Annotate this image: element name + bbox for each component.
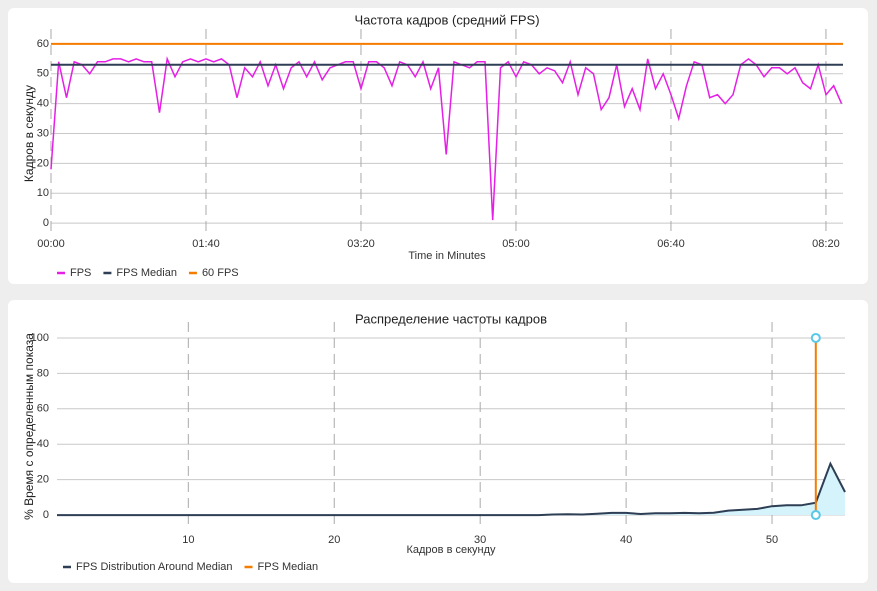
y-tick-label: 60 <box>37 403 49 415</box>
chart-title: Частота кадров (средний FPS) <box>354 12 539 27</box>
x-tick-label: 50 <box>766 534 778 546</box>
x-tick-label: 01:40 <box>192 238 220 250</box>
y-tick-label: 100 <box>31 332 49 344</box>
y-axis-label: Кадров в секунду <box>22 85 36 182</box>
y-tick-label: 30 <box>37 127 49 139</box>
chart-title: Распределение частоты кадров <box>355 311 547 326</box>
y-tick-label: 0 <box>43 509 49 521</box>
area <box>57 463 845 516</box>
card <box>8 300 868 583</box>
y-tick-label: 10 <box>37 187 49 199</box>
legend-label: FPS Median <box>116 267 177 279</box>
y-tick-label: 50 <box>37 68 49 80</box>
point-marker <box>810 510 821 521</box>
legend-label: FPS Median <box>258 561 319 573</box>
y-tick-label: 40 <box>37 438 49 450</box>
y-tick-label: 20 <box>37 474 49 486</box>
y-axis-label: % Время с определенным показа <box>22 333 36 520</box>
x-tick-label: 03:20 <box>347 238 375 250</box>
x-tick-label: 10 <box>182 534 194 546</box>
point-marker <box>810 332 821 343</box>
x-tick-label: 40 <box>620 534 632 546</box>
x-tick-label: 06:40 <box>657 238 685 250</box>
x-tick-label: 30 <box>474 534 486 546</box>
series-line <box>57 461 846 517</box>
y-tick-label: 20 <box>37 157 49 169</box>
y-tick-label: 80 <box>37 367 49 379</box>
y-tick-label: 60 <box>37 38 49 50</box>
x-tick-label: 00:00 <box>37 238 65 250</box>
legend-label: FPS Distribution Around Median <box>76 561 233 573</box>
legend-label: FPS <box>70 267 91 279</box>
series-line <box>50 56 843 221</box>
y-tick-label: 40 <box>37 98 49 110</box>
x-axis-label: Time in Minutes <box>408 250 486 262</box>
x-axis-label: Кадров в секунду <box>406 544 496 556</box>
x-tick-label: 05:00 <box>502 238 530 250</box>
card <box>8 8 868 284</box>
x-tick-label: 08:20 <box>812 238 840 250</box>
x-tick-label: 20 <box>328 534 340 546</box>
legend-label: 60 FPS <box>202 267 239 279</box>
y-tick-label: 0 <box>43 217 49 229</box>
